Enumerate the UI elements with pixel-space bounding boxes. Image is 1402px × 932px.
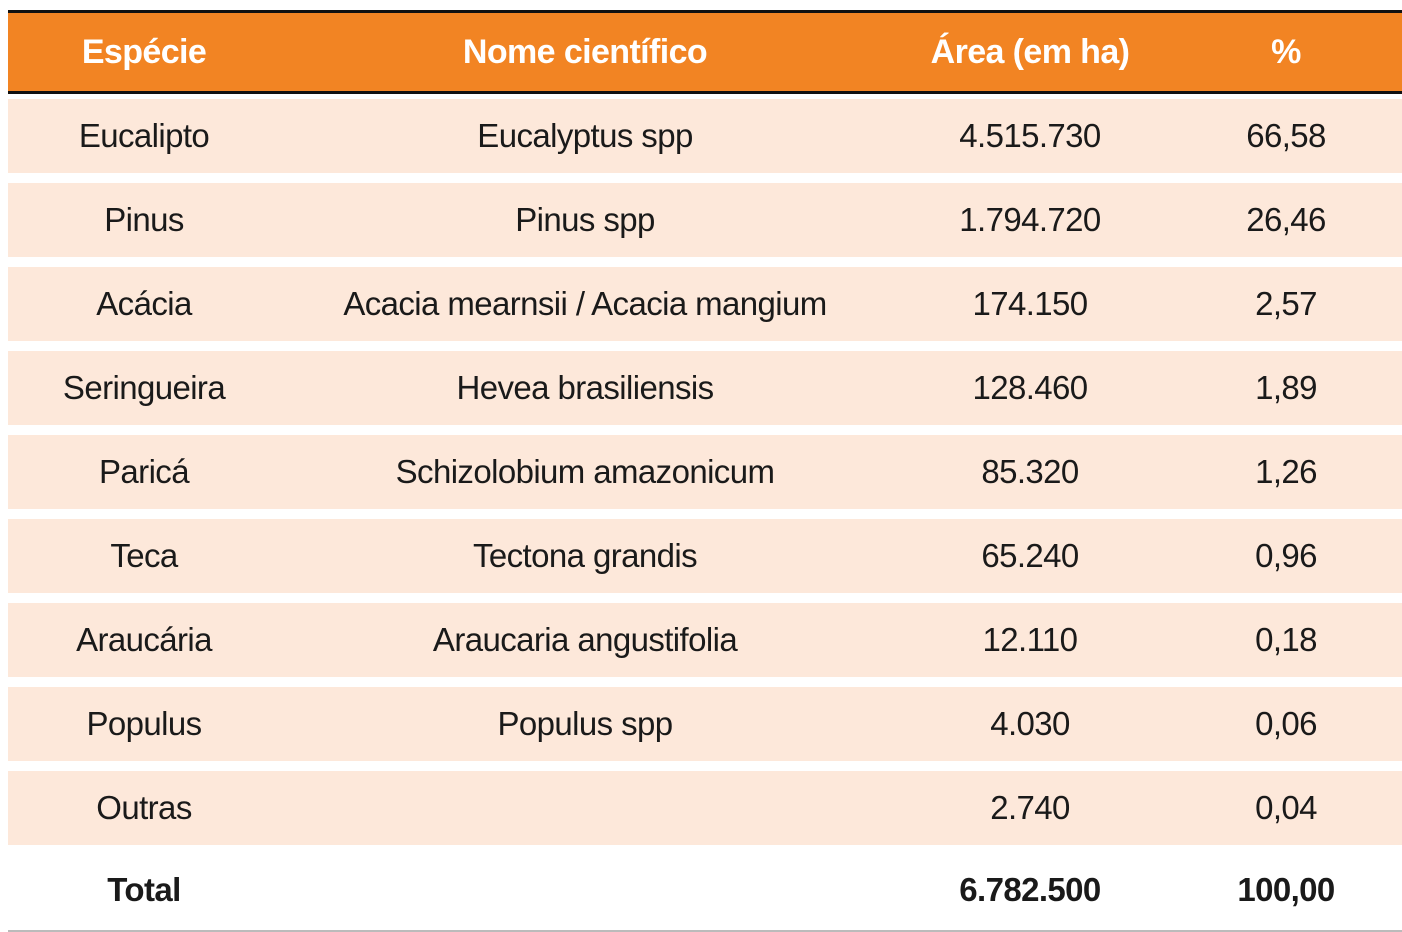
table-cell: Araucaria angustifolia xyxy=(432,621,738,658)
header-cell: Nome científico xyxy=(462,32,708,71)
table-cell: Schizolobium amazonicum xyxy=(395,453,775,490)
table-cell: Pinus spp xyxy=(515,201,655,238)
table-row: Populus Populus spp 4.030 0,06 xyxy=(8,687,1402,761)
table-cell: Araucária xyxy=(76,621,212,658)
total-cell: Total xyxy=(107,871,181,908)
total-row: Total 6.782.500 100,00 xyxy=(8,850,1402,932)
header-cell: % xyxy=(1271,32,1301,71)
table-cell: Pinus xyxy=(104,201,184,238)
table-cell: 0,06 xyxy=(1255,705,1317,742)
table-cell: 2,57 xyxy=(1255,285,1317,322)
total-cell: 6.782.500 xyxy=(959,871,1101,908)
table-cell: Outras xyxy=(96,789,192,826)
table-row: Eucalipto Eucalyptus spp 4.515.730 66,58 xyxy=(8,99,1402,173)
table-row: Pinus Pinus spp 1.794.720 26,46 xyxy=(8,183,1402,257)
table: Espécie Nome científico Área (em ha)% Eucal… xyxy=(8,0,1402,932)
table-cell: 1.794.720 xyxy=(959,201,1101,238)
header-cell: Área (em ha) xyxy=(930,32,1130,71)
table-cell: 1,89 xyxy=(1255,369,1317,406)
table-cell: Acácia xyxy=(96,285,192,322)
table-cell: Eucalipto xyxy=(78,117,210,154)
table-cell: Seringueira xyxy=(62,369,226,406)
table-row: Teca Tectona grandis 65.240 0,96 xyxy=(8,519,1402,593)
table-cell: 174.150 xyxy=(972,285,1088,322)
table-cell: Paricá xyxy=(99,453,190,490)
table-cell: Hevea brasiliensis xyxy=(456,369,715,406)
header-cell: Espécie xyxy=(81,32,207,71)
table-cell: 0,18 xyxy=(1255,621,1317,658)
table-cell: 2.740 xyxy=(990,789,1070,826)
table-cell: 0,96 xyxy=(1255,537,1317,574)
table-row: Acácia Acacia mearnsii / Acacia mangium 17… xyxy=(8,267,1402,341)
table-row: Araucária Araucaria angustifolia 12.110 0,1… xyxy=(8,603,1402,677)
table-cell: Acacia mearnsii / Acacia mangium xyxy=(343,285,827,322)
table-cell: Eucalyptus spp xyxy=(477,117,693,154)
table-cell: 85.320 xyxy=(981,453,1079,490)
table-cell: Populus xyxy=(86,705,202,742)
table-row: Seringueira Hevea brasiliensis 128.460 1,89 xyxy=(8,351,1402,425)
table-cell: Populus spp xyxy=(497,705,673,742)
table-cell: Tectona grandis xyxy=(473,537,698,574)
table-cell: Teca xyxy=(110,537,178,574)
table-cell: 12.110 xyxy=(982,621,1078,658)
total-cell: 100,00 xyxy=(1237,871,1335,908)
table-cell: 128.460 xyxy=(972,369,1088,406)
table-row: Paricá Schizolobium amazonicum 85.320 1,26 xyxy=(8,435,1402,509)
table-cell: 4.030 xyxy=(990,705,1070,742)
table-row: Outras 2.740 0,04 xyxy=(8,771,1402,845)
table-cell: 66,58 xyxy=(1246,117,1326,154)
table-cell: 26,46 xyxy=(1246,201,1326,238)
table-cell: 65.240 xyxy=(981,537,1079,574)
table-cell: 1,26 xyxy=(1255,453,1317,490)
table-cell: 4.515.730 xyxy=(959,117,1101,154)
header-row: Espécie Nome científico Área (em ha)% xyxy=(8,10,1402,94)
table-cell: 0,04 xyxy=(1255,789,1317,826)
